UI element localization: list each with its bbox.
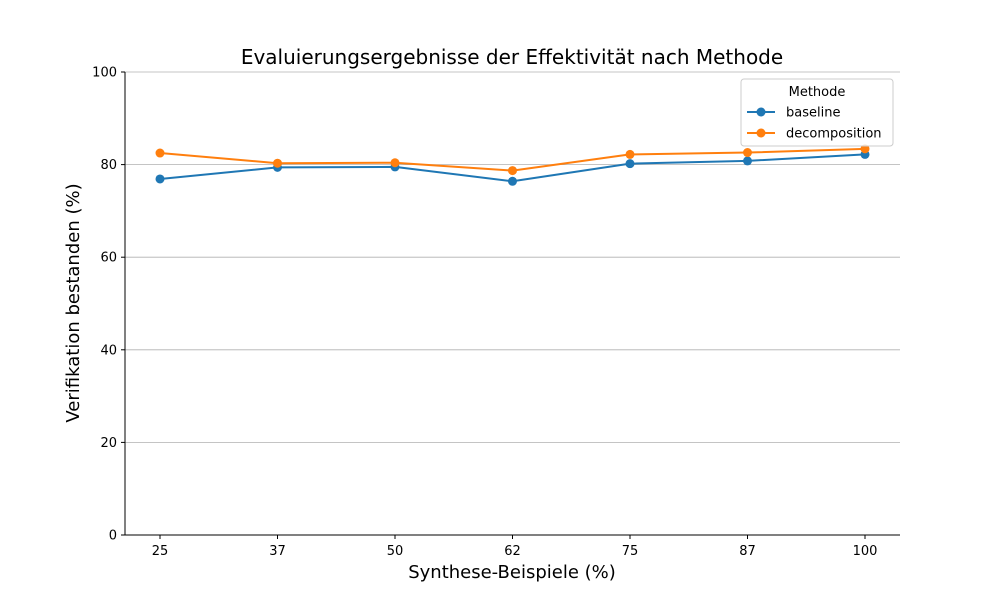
data-point bbox=[390, 158, 400, 168]
y-tick-label: 40 bbox=[100, 343, 117, 358]
legend-item-decomposition: decomposition bbox=[747, 127, 882, 142]
x-tick-label: 37 bbox=[269, 544, 286, 559]
series-decomposition bbox=[155, 144, 870, 176]
data-point bbox=[625, 159, 635, 169]
y-tick-label: 80 bbox=[100, 158, 117, 173]
legend-label: baseline bbox=[786, 106, 840, 121]
legend-title: Methode bbox=[789, 85, 846, 100]
data-point bbox=[743, 156, 752, 166]
y-tick-label: 100 bbox=[92, 66, 117, 81]
x-tick-label: 62 bbox=[504, 544, 521, 559]
y-tick-label: 60 bbox=[100, 251, 117, 266]
x-axis-label: Synthese-Beispiele (%) bbox=[408, 562, 616, 583]
chart-title: Evaluierungsergebnisse der Effektivität … bbox=[241, 45, 783, 69]
legend-box bbox=[740, 78, 894, 147]
series-group bbox=[155, 144, 870, 186]
y-axis-label: Verifikation bestanden (%) bbox=[63, 183, 84, 422]
x-tick-label: 50 bbox=[387, 544, 404, 559]
data-point bbox=[273, 158, 282, 168]
legend: Methode baseline decomposition bbox=[740, 78, 894, 147]
data-point bbox=[508, 176, 517, 186]
legend-swatch-marker bbox=[756, 107, 766, 117]
x-tick-label: 87 bbox=[739, 544, 756, 559]
x-tick-label: 25 bbox=[152, 544, 169, 559]
x-tick-label: 75 bbox=[622, 544, 639, 559]
data-point bbox=[743, 148, 752, 158]
legend-label: decomposition bbox=[786, 127, 882, 142]
y-tick-label: 20 bbox=[100, 436, 117, 451]
x-tick-label: 100 bbox=[853, 544, 878, 559]
data-point bbox=[860, 144, 870, 154]
legend-item-baseline: baseline bbox=[747, 106, 840, 121]
legend-items: baseline decomposition bbox=[747, 106, 882, 142]
data-point bbox=[625, 149, 635, 159]
legend-swatch-marker bbox=[756, 128, 766, 138]
grid-lines bbox=[125, 71, 900, 443]
data-point bbox=[155, 148, 165, 158]
x-ticks: 25 37 50 62 75 87 100 bbox=[152, 535, 878, 559]
y-ticks: 0 20 40 60 80 100 bbox=[92, 66, 125, 544]
data-point bbox=[508, 166, 517, 176]
y-tick-label: 0 bbox=[109, 529, 117, 544]
data-point bbox=[155, 174, 165, 184]
